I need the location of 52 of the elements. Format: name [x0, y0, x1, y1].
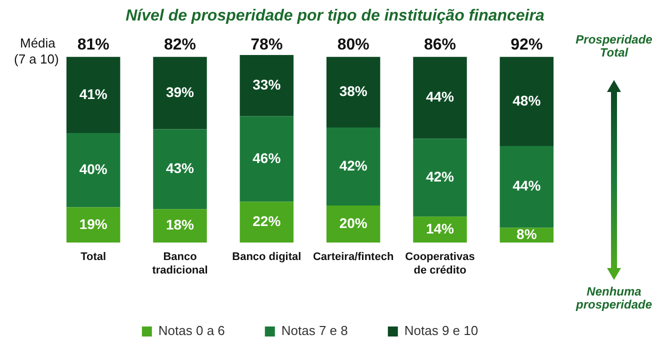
data-label: 44%	[426, 88, 455, 105]
data-label: 38%	[339, 83, 368, 100]
data-label: 40%	[79, 161, 108, 178]
bar	[153, 56, 207, 130]
data-label: 33%	[252, 76, 282, 93]
bar	[326, 127, 380, 206]
text: 80%	[337, 36, 370, 54]
data-label: 44%	[512, 178, 542, 194]
legend-label: Notas 7 e 8	[281, 323, 348, 338]
data-label: 43%	[166, 160, 195, 176]
bar	[240, 116, 294, 202]
data-label: 14%	[426, 220, 455, 236]
bar	[66, 133, 120, 208]
x-tick-label: Carteira/fintech	[312, 251, 394, 264]
bar	[500, 146, 554, 228]
bar	[240, 202, 294, 243]
x-tick-label: Banco digital	[232, 251, 302, 264]
data-label: 46%	[252, 150, 282, 166]
data-label: 20%	[339, 214, 368, 231]
bar	[326, 56, 380, 128]
text: 82%	[164, 36, 196, 54]
text: 92%	[510, 36, 543, 54]
data-label: 39%	[166, 84, 195, 100]
data-label: 48%	[512, 92, 542, 108]
bar	[413, 56, 467, 139]
bar	[413, 138, 467, 217]
x-tick-label: Total	[80, 251, 106, 264]
data-label: 19%	[79, 216, 108, 232]
text: 86%	[424, 36, 456, 54]
legend-label: Notas 9 e 10	[404, 323, 478, 338]
x-tick-label: Cooperativas de crédito	[405, 251, 475, 276]
text: 78%	[250, 36, 283, 54]
data-label: 18%	[166, 216, 195, 233]
x-tick-label: Banco tradicional	[152, 251, 208, 276]
bar	[500, 56, 554, 146]
annotation: Média (7 a 10)	[14, 36, 59, 67]
data-label: 8%	[516, 226, 538, 242]
bar	[153, 129, 207, 210]
bar	[240, 55, 294, 116]
text: Prosperidade Total	[576, 32, 653, 60]
chart-title: Nível de prosperidade por tipo de instituição financeira	[126, 7, 544, 24]
bar	[153, 209, 207, 243]
data-label: 42%	[339, 157, 368, 174]
bar	[66, 207, 120, 243]
data-label: 41%	[79, 86, 108, 102]
data-label: 42%	[426, 168, 455, 184]
bar	[326, 205, 380, 243]
data-label: 22%	[252, 213, 282, 230]
bar	[66, 56, 120, 134]
text: 81%	[77, 36, 110, 54]
legend-label: Notas 0 a 6	[158, 323, 225, 338]
text: Nenhuma prosperidade	[574, 284, 652, 312]
